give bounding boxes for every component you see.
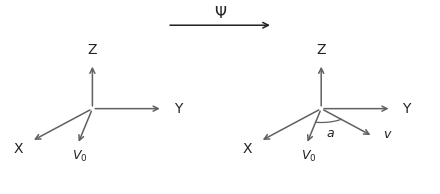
Text: Y: Y xyxy=(403,102,411,116)
Text: $a$: $a$ xyxy=(326,127,335,140)
Text: Z: Z xyxy=(88,43,97,57)
Text: Y: Y xyxy=(174,102,182,116)
Text: Ψ: Ψ xyxy=(214,6,226,21)
Text: $v$: $v$ xyxy=(383,128,392,141)
Text: X: X xyxy=(14,142,23,156)
Text: $V_0$: $V_0$ xyxy=(72,149,88,165)
Text: X: X xyxy=(243,142,252,156)
Text: $V_0$: $V_0$ xyxy=(301,149,316,165)
Text: Z: Z xyxy=(316,43,326,57)
